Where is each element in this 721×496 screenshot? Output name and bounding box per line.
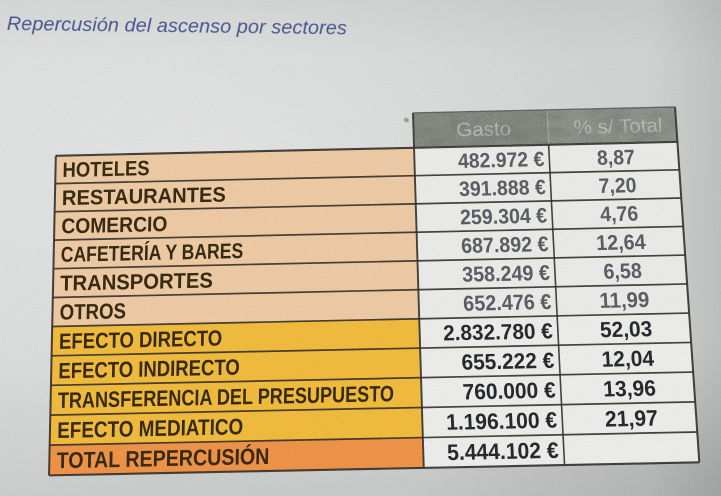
row-label: COMERCIO	[61, 212, 167, 239]
row-pct-cell	[563, 432, 700, 466]
row-gasto-value: 652.476 €	[463, 289, 552, 315]
row-pct-value: 6,58	[603, 258, 643, 283]
header-gasto-label: Gasto	[456, 119, 512, 142]
row-pct-value: 7,20	[598, 173, 637, 198]
row-label: EFECTO INDIRECTO	[58, 355, 240, 383]
row-gasto-value: 2.832.780 €	[442, 319, 553, 346]
row-pct-value: 11,99	[599, 287, 650, 313]
row-label: RESTAURANTES	[62, 182, 226, 210]
row-pct-value: 13,96	[602, 376, 656, 402]
row-label: TOTAL REPERCUSIÓN	[56, 443, 269, 473]
row-pct-value: 8,87	[596, 146, 635, 170]
row-pct-value: 52,03	[599, 316, 653, 342]
row-gasto-value: 760.000 €	[462, 378, 557, 405]
row-label: OTROS	[59, 299, 126, 325]
row-gasto-value: 391.888 €	[458, 176, 546, 201]
row-pct-value: 12,64	[595, 229, 646, 254]
row-label: TRANSPORTES	[60, 268, 213, 296]
row-gasto-value: 5.444.102 €	[446, 437, 559, 465]
row-gasto-value: 655.222 €	[461, 348, 555, 375]
row-gasto-value: 259.304 €	[459, 203, 547, 229]
row-label: HOTELES	[62, 157, 150, 182]
row-label: EFECTO MEDIATICO	[57, 413, 243, 443]
row-gasto-value: 482.972 €	[457, 148, 545, 173]
row-gasto-value: 1.196.100 €	[445, 408, 558, 435]
row-label: CAFETERÍA Y BARES	[61, 238, 244, 266]
row-gasto-value: 687.892 €	[460, 232, 549, 258]
header-pct-label: % s/ Total	[573, 115, 663, 138]
row-gasto-value: 358.249 €	[462, 260, 551, 286]
row-pct-value: 4,76	[599, 201, 639, 226]
row-label: EFECTO DIRECTO	[59, 326, 223, 354]
row-pct-value: 21,97	[604, 406, 658, 432]
row-pct-value: 12,04	[601, 346, 655, 372]
